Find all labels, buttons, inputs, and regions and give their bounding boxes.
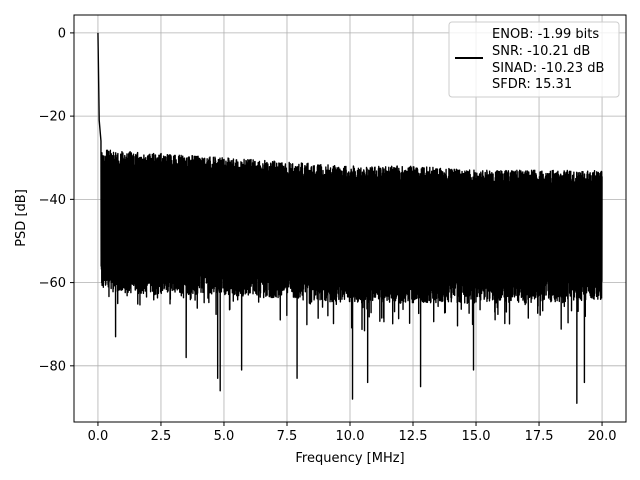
- axis-ticks: 0.0 2.5 5.0 7.5 10.0 12.5 15.0 17.5 20.0 0 −20 −40 −…: [39, 26, 617, 444]
- y-axis-label: PSD [dB]: [14, 189, 29, 247]
- y-tick-label: −20: [39, 110, 66, 125]
- legend: ENOB: -1.99 bits SNR: -10.21 dB SINAD: -…: [448, 21, 620, 98]
- x-tick-label: 2.5: [151, 429, 172, 444]
- x-tick-label: 10.0: [336, 429, 365, 444]
- legend-sinad: SINAD: -10.23 dB: [492, 61, 604, 76]
- x-tick-label: 5.0: [214, 429, 235, 444]
- legend-enob: ENOB: -1.99 bits: [492, 27, 599, 42]
- plot-area: [97, 32, 603, 404]
- legend-box: [448, 21, 620, 98]
- legend-sfdr: SFDR: 15.31: [492, 77, 572, 92]
- psd-series-line: [97, 32, 603, 404]
- y-tick-label: −80: [39, 359, 66, 374]
- y-tick-label: 0: [58, 26, 66, 41]
- x-tick-label: 12.5: [399, 429, 428, 444]
- y-tick-label: −60: [39, 276, 66, 291]
- x-tick-label: 15.0: [462, 429, 491, 444]
- legend-snr: SNR: -10.21 dB: [492, 44, 590, 59]
- x-tick-label: 0.0: [88, 429, 109, 444]
- x-tick-label: 20.0: [588, 429, 617, 444]
- x-tick-label: 7.5: [277, 429, 298, 444]
- x-tick-label: 17.5: [525, 429, 554, 444]
- y-tick-label: −40: [39, 193, 66, 208]
- x-axis-label: Frequency [MHz]: [295, 451, 404, 466]
